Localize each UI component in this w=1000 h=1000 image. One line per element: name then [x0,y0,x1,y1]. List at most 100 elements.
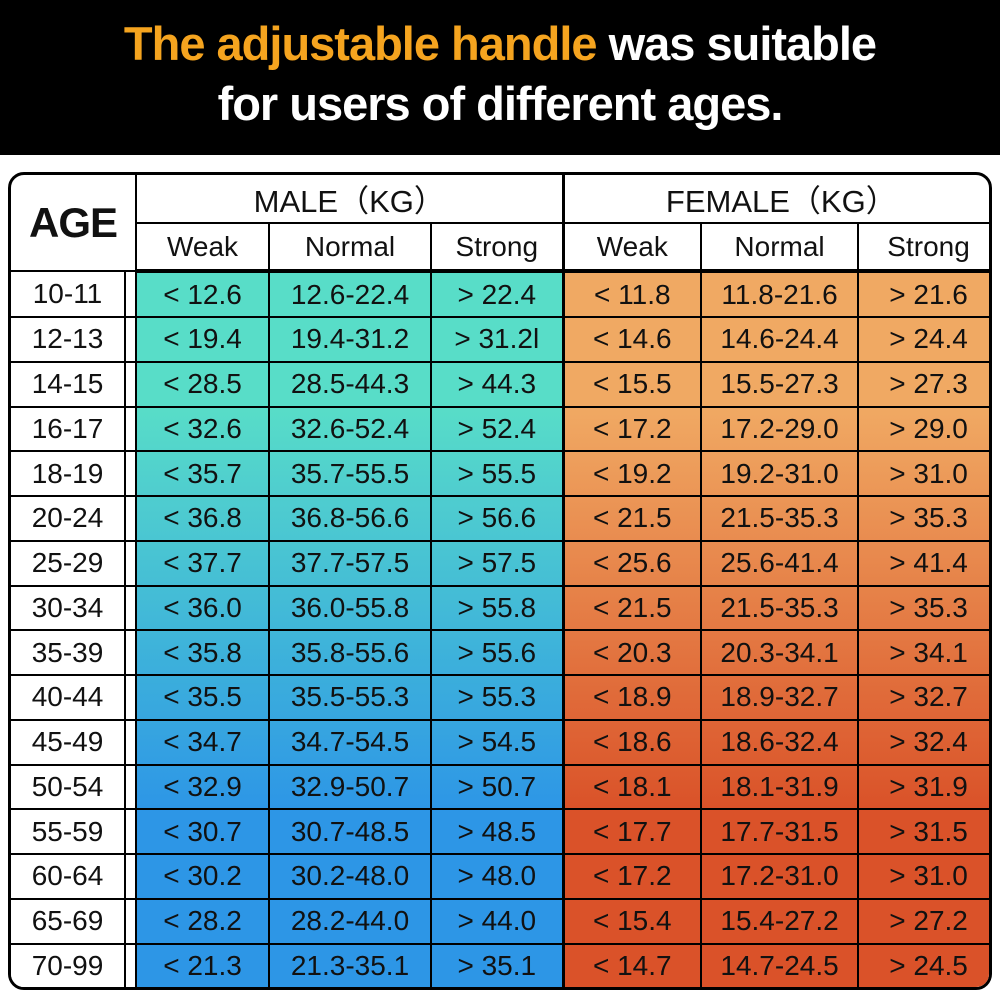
female-normal-cell: 19.2-31.0 [700,450,860,498]
female-normal-cell: 11.8-21.6 [700,269,860,319]
age-cell: 55-59 [11,808,126,856]
male-normal-cell: 36.8-56.6 [268,495,433,542]
male-strong-cell: > 22.4 [430,269,565,319]
female-strong-cell: > 31.5 [857,808,989,856]
female-weak-cell: < 19.2 [561,450,703,498]
male-normal-cell: 19.4-31.2 [268,316,433,363]
female-strong-cell: > 21.6 [857,269,989,319]
table-row: 40-44 < 35.5 35.5-55.3 > 55.3 < 18.9 18.9-32.… [11,674,989,721]
male-normal-cell: 34.7-54.5 [268,718,433,766]
strength-table: AGE MALE（KG） FEMALE（KG） Weak Normal Stro… [11,175,989,987]
male-strong-cell: > 50.7 [430,763,565,811]
age-cell: 16-17 [11,405,126,453]
age-cell: 45-49 [11,718,126,766]
female-weak-cell: < 20.3 [561,629,703,677]
female-weak-cell: < 15.5 [561,360,703,408]
male-normal-cell: 35.7-55.5 [268,450,433,498]
table-row: 45-49 < 34.7 34.7-54.5 > 54.5 < 18.6 18.6-32.… [11,718,989,766]
male-strong-cell: > 54.5 [430,718,565,766]
male-weak-cell: < 12.6 [135,269,271,319]
male-strong-cell: > 52.4 [430,405,565,453]
female-normal-cell: 14.7-24.5 [700,942,860,987]
age-cell: 25-29 [11,539,126,587]
male-normal-cell: 32.6-52.4 [268,405,433,453]
table-row: 25-29 < 37.7 37.7-57.5 > 57.5 < 25.6 25.6-41.… [11,539,989,587]
male-normal-cell: 32.9-50.7 [268,763,433,811]
female-normal-cell: 21.5-35.3 [700,584,860,632]
female-normal-cell: 21.5-35.3 [700,495,860,542]
table-body: 10-11 < 12.6 12.6-22.4 > 22.4 < 11.8 11.8-21.… [11,269,989,987]
female-normal-cell: 17.7-31.5 [700,808,860,856]
male-strong-cell: > 55.6 [430,629,565,677]
table-row: 10-11 < 12.6 12.6-22.4 > 22.4 < 11.8 11.8-21.… [11,269,989,319]
gutter-cell [125,763,138,811]
female-strong-cell: > 29.0 [857,405,989,453]
female-normal-cell: 20.3-34.1 [700,629,860,677]
female-weak-cell: < 14.7 [561,942,703,987]
male-strong-cell: > 44.0 [430,897,565,945]
age-cell: 65-69 [11,897,126,945]
female-weak-cell: < 21.5 [561,495,703,542]
female-weak-cell: < 11.8 [561,269,703,319]
female-weak-cell: < 17.7 [561,808,703,856]
female-weak-cell: < 18.1 [561,763,703,811]
female-weak-cell: < 25.6 [561,539,703,587]
gutter-cell [125,269,138,319]
male-weak-cell: < 28.5 [135,360,271,408]
male-strong-cell: > 48.5 [430,808,565,856]
table-row: 16-17 < 32.6 32.6-52.4 > 52.4 < 17.2 17.2-29.… [11,405,989,453]
strength-table-wrapper: AGE MALE（KG） FEMALE（KG） Weak Normal Stro… [8,172,992,990]
group-header-row: AGE MALE（KG） FEMALE（KG） [11,175,989,271]
gutter-cell [125,718,138,766]
female-normal-cell: 18.9-32.7 [700,674,860,721]
female-normal-cell: 14.6-24.4 [700,316,860,363]
gutter-cell [125,674,138,721]
age-cell: 18-19 [11,450,126,498]
female-normal-cell: 18.1-31.9 [700,763,860,811]
male-strong-header: Strong [430,222,565,273]
female-strong-cell: > 27.3 [857,360,989,408]
male-normal-cell: 36.0-55.8 [268,584,433,632]
female-normal-cell: 15.5-27.3 [700,360,860,408]
gutter-cell [125,629,138,677]
male-strong-cell: > 55.3 [430,674,565,721]
table-row: 14-15 < 28.5 28.5-44.3 > 44.3 < 15.5 15.5-27.… [11,360,989,408]
table-row: 65-69 < 28.2 28.2-44.0 > 44.0 < 15.4 15.4-27.… [11,897,989,945]
male-weak-cell: < 36.8 [135,495,271,542]
female-strong-cell: > 24.4 [857,316,989,363]
gutter-cell [125,495,138,542]
female-strong-cell: > 31.9 [857,763,989,811]
age-cell: 60-64 [11,853,126,900]
male-weak-cell: < 37.7 [135,539,271,587]
male-weak-cell: < 35.7 [135,450,271,498]
male-strong-cell: > 31.2l [430,316,565,363]
title-line-2: for users of different ages. [217,77,784,130]
title-rest-text: was suitable [596,17,878,70]
gutter-cell [125,450,138,498]
male-normal-cell: 28.5-44.3 [268,360,433,408]
female-strong-header: Strong [857,222,989,273]
female-strong-cell: > 35.3 [857,495,989,542]
male-normal-cell: 28.2-44.0 [268,897,433,945]
gutter-cell [125,360,138,408]
female-weak-cell: < 18.6 [561,718,703,766]
male-weak-cell: < 36.0 [135,584,271,632]
sub-header-row: Weak Normal Strong Weak Normal Strong [11,222,989,273]
female-weak-header: Weak [561,222,703,273]
male-strong-cell: > 55.5 [430,450,565,498]
female-normal-header: Normal [700,222,860,273]
age-cell: 20-24 [11,495,126,542]
male-strong-cell: > 35.1 [430,942,565,987]
title-banner: The adjustable handle was suitable for u… [0,0,1000,155]
table-row: 55-59 < 30.7 30.7-48.5 > 48.5 < 17.7 17.7-31.… [11,808,989,856]
title-highlight-text: The adjustable handle [123,17,598,70]
male-normal-cell: 30.7-48.5 [268,808,433,856]
female-group-header: FEMALE（KG） [561,175,989,224]
female-weak-cell: < 21.5 [561,584,703,632]
female-strong-cell: > 35.3 [857,584,989,632]
female-weak-cell: < 17.2 [561,853,703,900]
male-strong-cell: > 44.3 [430,360,565,408]
table-row: 20-24 < 36.8 36.8-56.6 > 56.6 < 21.5 21.5-35.… [11,495,989,542]
male-weak-cell: < 32.6 [135,405,271,453]
male-weak-cell: < 19.4 [135,316,271,363]
